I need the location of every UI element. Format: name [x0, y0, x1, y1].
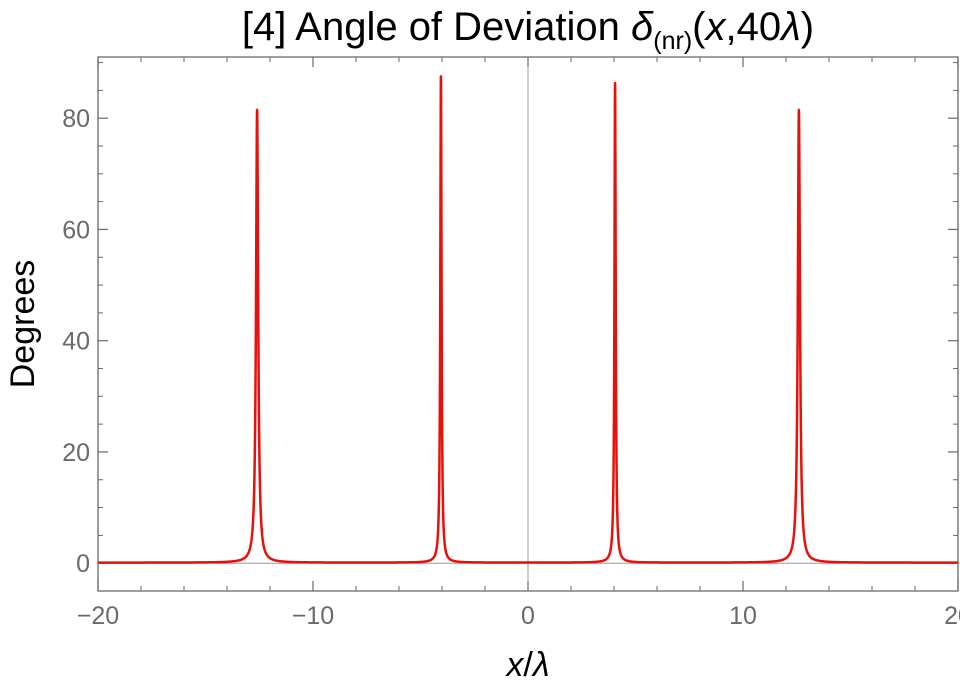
title-arg-x: x: [703, 5, 727, 49]
title-close-paren: ): [801, 5, 814, 49]
y-tick-label: 20: [62, 439, 90, 467]
y-tick-label: 40: [62, 328, 90, 356]
y-tick-label: 0: [76, 550, 90, 578]
title-arg-mid: ,40: [725, 5, 781, 49]
series-line: [97, 75, 959, 564]
title-delta: δ: [631, 5, 654, 49]
y-axis-label: Degrees: [4, 260, 42, 389]
title-arg-lambda: λ: [779, 5, 801, 49]
plot-area: −20 −10 0 10 20 0 20 40 60 80: [62, 56, 960, 630]
y-tick-label: 80: [62, 105, 90, 133]
title-subscript: (nr): [653, 27, 692, 55]
x-tick-label: 20: [944, 602, 960, 630]
title-open-paren: (: [692, 5, 706, 49]
x-tick-label: 10: [729, 602, 757, 630]
x-tick-label: 0: [521, 602, 535, 630]
x-axis-label: x/λ: [504, 646, 549, 684]
x-label-lambda: λ: [531, 646, 550, 684]
x-tick-label: −20: [77, 602, 119, 630]
title-prefix: [4] Angle of Deviation: [242, 5, 631, 49]
x-label-slash: /: [523, 646, 533, 684]
x-label-x: x: [504, 646, 524, 684]
chart-title: [4] Angle of Deviation δ(nr)(x,40λ): [242, 5, 814, 55]
x-tick-label: −10: [292, 602, 334, 630]
y-tick-label: 60: [62, 216, 90, 244]
